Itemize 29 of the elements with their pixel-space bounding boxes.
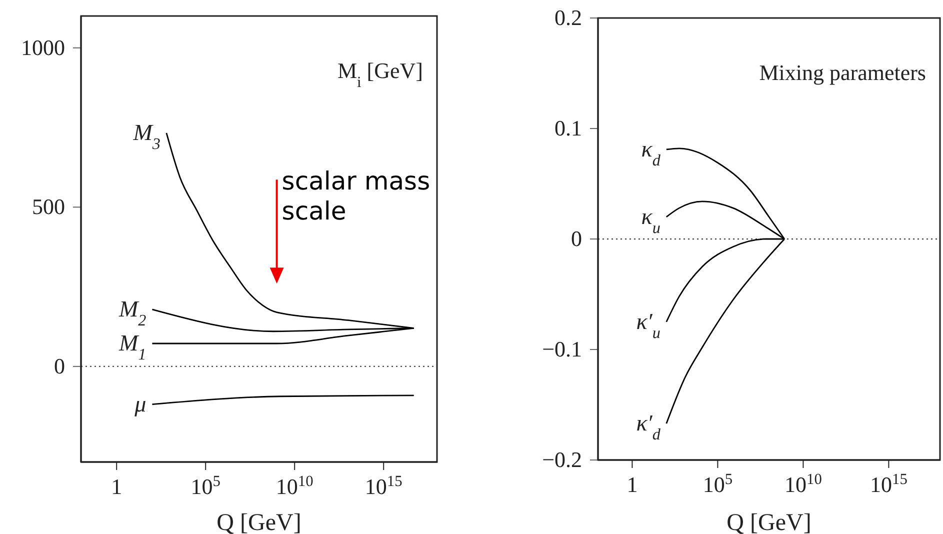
x-tick-label: 10$^{10}$ [276, 472, 314, 499]
series-label: M$_{3}$ [132, 120, 160, 152]
series-label: κ$_{u}$ [641, 204, 660, 236]
y-tick-label: −0.1 [542, 336, 582, 362]
x-tick-label: 1 [111, 474, 122, 499]
series-label: M$_{2}$ [118, 296, 146, 329]
x-tick-label: 1 [626, 472, 638, 497]
y-tick-label: 0 [54, 353, 65, 378]
y-tick-label: 0.2 [554, 5, 582, 30]
x-axis-title: Q [GeV] [726, 510, 812, 534]
series-label: M$_{1}$ [118, 330, 146, 363]
x-axis-title: Q [GeV] [216, 510, 302, 534]
x-tick-label: 10$^{15}$ [870, 470, 908, 497]
series-label: κ$_{d}$ [641, 136, 662, 169]
y-tick-label: 0 [571, 226, 582, 251]
x-tick-label: 10$^{10}$ [784, 470, 822, 497]
annotation: Mixing parameters [759, 60, 926, 85]
y-tick-label: 500 [32, 194, 65, 220]
y-tick-label: −0.2 [542, 447, 582, 472]
series-label: κ′$_{d}$ [636, 410, 662, 444]
x-tick-label: 10$^{5}$ [702, 470, 733, 497]
series-label: κ′$_{u}$ [636, 308, 660, 342]
x-tick-label: 10$^{5}$ [190, 472, 221, 499]
y-tick-label: 0.1 [554, 116, 582, 140]
series-label: μ [134, 391, 146, 416]
annotation: M$_{i}$ [GeV] [337, 58, 423, 90]
y-tick-label: 1000 [21, 34, 65, 60]
annotation: scalar mass scale [282, 166, 430, 226]
x-tick-label: 10$^{15}$ [364, 472, 403, 499]
